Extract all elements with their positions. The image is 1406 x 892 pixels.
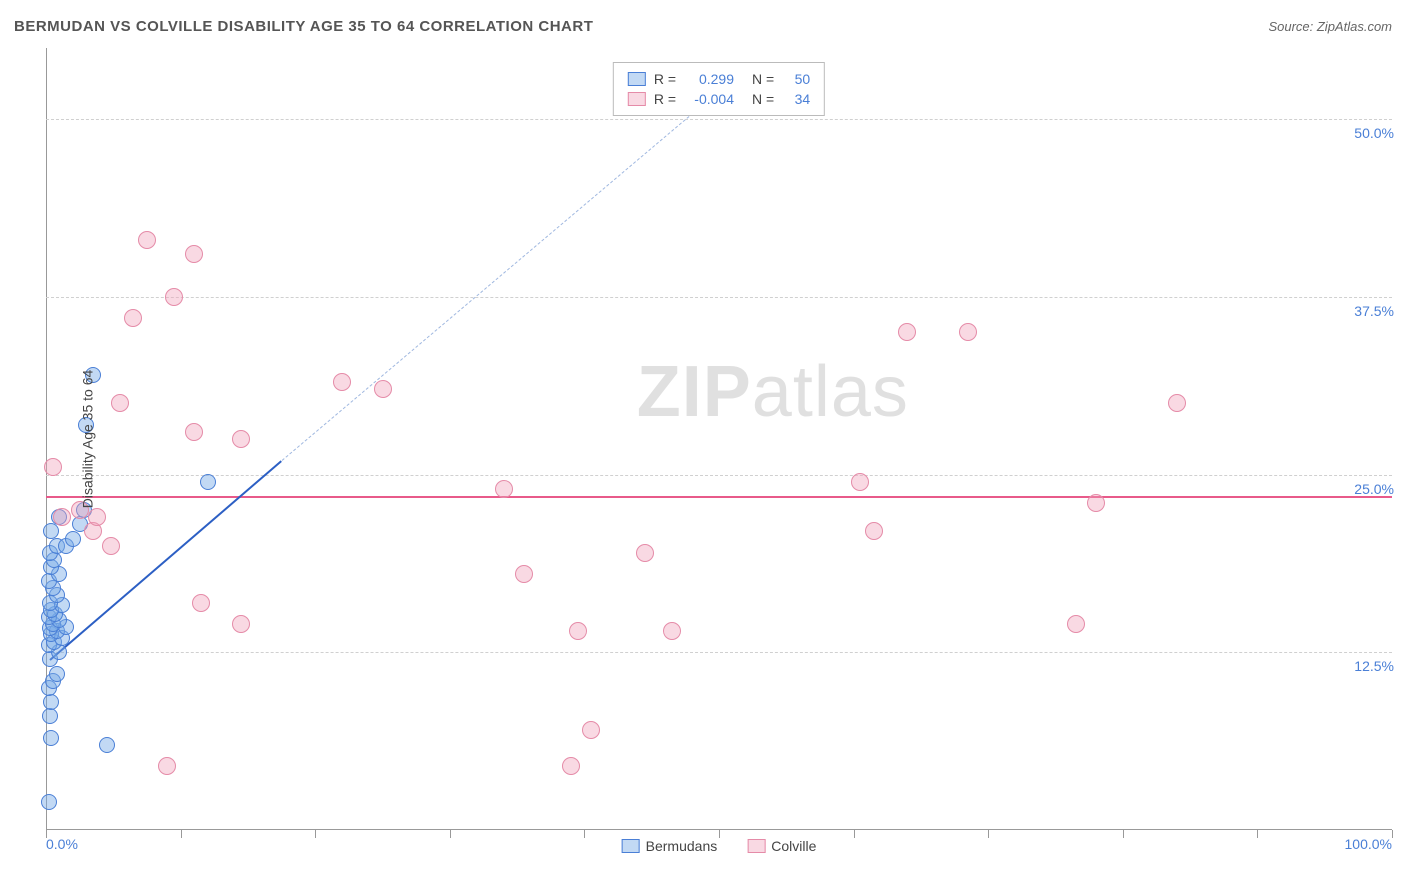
data-point — [851, 473, 869, 491]
data-point — [102, 537, 120, 555]
legend-item: Bermudans — [622, 838, 718, 854]
y-tick-label: 12.5% — [1354, 658, 1394, 674]
data-point — [663, 622, 681, 640]
trend-line-bermudans-dashed — [281, 91, 719, 461]
x-tick — [1392, 830, 1393, 838]
chart-area: 12.5%25.0%37.5%50.0%0.0%100.0% Disabilit… — [46, 48, 1392, 830]
x-tick — [315, 830, 316, 838]
data-point — [49, 666, 65, 682]
data-point — [165, 288, 183, 306]
n-label: N = — [752, 91, 774, 107]
data-point — [43, 523, 59, 539]
data-point — [185, 423, 203, 441]
n-value: 34 — [782, 91, 810, 107]
r-label: R = — [654, 71, 676, 87]
legend-label: Bermudans — [646, 838, 718, 854]
data-point — [65, 531, 81, 547]
data-point — [53, 508, 71, 526]
x-tick-label: 100.0% — [1345, 836, 1392, 852]
legend-item: Colville — [747, 838, 816, 854]
data-point — [232, 615, 250, 633]
data-point — [124, 309, 142, 327]
legend-label: Colville — [771, 838, 816, 854]
data-point — [569, 622, 587, 640]
chart-title: BERMUDAN VS COLVILLE DISABILITY AGE 35 T… — [14, 18, 593, 35]
x-tick — [1123, 830, 1124, 838]
stats-row: R = -0.004 N = 34 — [628, 89, 810, 109]
data-point — [44, 458, 62, 476]
chart-header: BERMUDAN VS COLVILLE DISABILITY AGE 35 T… — [14, 18, 1392, 35]
data-point — [158, 757, 176, 775]
legend-swatch — [622, 839, 640, 853]
data-point — [1168, 394, 1186, 412]
data-point — [959, 323, 977, 341]
y-tick-label: 50.0% — [1354, 125, 1394, 141]
scatter-plot: 12.5%25.0%37.5%50.0%0.0%100.0% — [46, 48, 1392, 830]
x-tick — [854, 830, 855, 838]
grid-line — [46, 475, 1392, 476]
data-point — [88, 508, 106, 526]
legend: Bermudans Colville — [622, 838, 817, 854]
grid-line — [46, 119, 1392, 120]
n-value: 50 — [782, 71, 810, 87]
data-point — [1067, 615, 1085, 633]
x-tick — [719, 830, 720, 838]
x-tick — [181, 830, 182, 838]
legend-swatch — [747, 839, 765, 853]
y-tick-label: 25.0% — [1354, 481, 1394, 497]
data-point — [865, 522, 883, 540]
data-point — [200, 474, 216, 490]
data-point — [495, 480, 513, 498]
grid-line — [46, 652, 1392, 653]
x-tick — [450, 830, 451, 838]
data-point — [562, 757, 580, 775]
stats-box: R = 0.299 N = 50 R = -0.004 N = 34 — [613, 62, 825, 116]
data-point — [515, 565, 533, 583]
data-point — [111, 394, 129, 412]
n-label: N = — [752, 71, 774, 87]
source-attribution: Source: ZipAtlas.com — [1268, 19, 1392, 34]
data-point — [138, 231, 156, 249]
data-point — [232, 430, 250, 448]
y-tick-label: 37.5% — [1354, 303, 1394, 319]
legend-swatch — [628, 72, 646, 86]
data-point — [374, 380, 392, 398]
data-point — [185, 245, 203, 263]
data-point — [898, 323, 916, 341]
legend-swatch — [628, 92, 646, 106]
data-point — [1087, 494, 1105, 512]
data-point — [43, 730, 59, 746]
data-point — [582, 721, 600, 739]
x-tick — [988, 830, 989, 838]
x-tick — [1257, 830, 1258, 838]
x-tick — [584, 830, 585, 838]
data-point — [41, 794, 57, 810]
grid-line — [46, 297, 1392, 298]
data-point — [42, 708, 58, 724]
r-label: R = — [654, 91, 676, 107]
y-axis-label: Disability Age 35 to 64 — [79, 370, 95, 509]
data-point — [99, 737, 115, 753]
x-tick-label: 0.0% — [46, 836, 78, 852]
stats-row: R = 0.299 N = 50 — [628, 69, 810, 89]
data-point — [192, 594, 210, 612]
trend-line-colville — [46, 496, 1392, 498]
data-point — [636, 544, 654, 562]
r-value: -0.004 — [684, 91, 734, 107]
data-point — [43, 694, 59, 710]
data-point — [333, 373, 351, 391]
r-value: 0.299 — [684, 71, 734, 87]
